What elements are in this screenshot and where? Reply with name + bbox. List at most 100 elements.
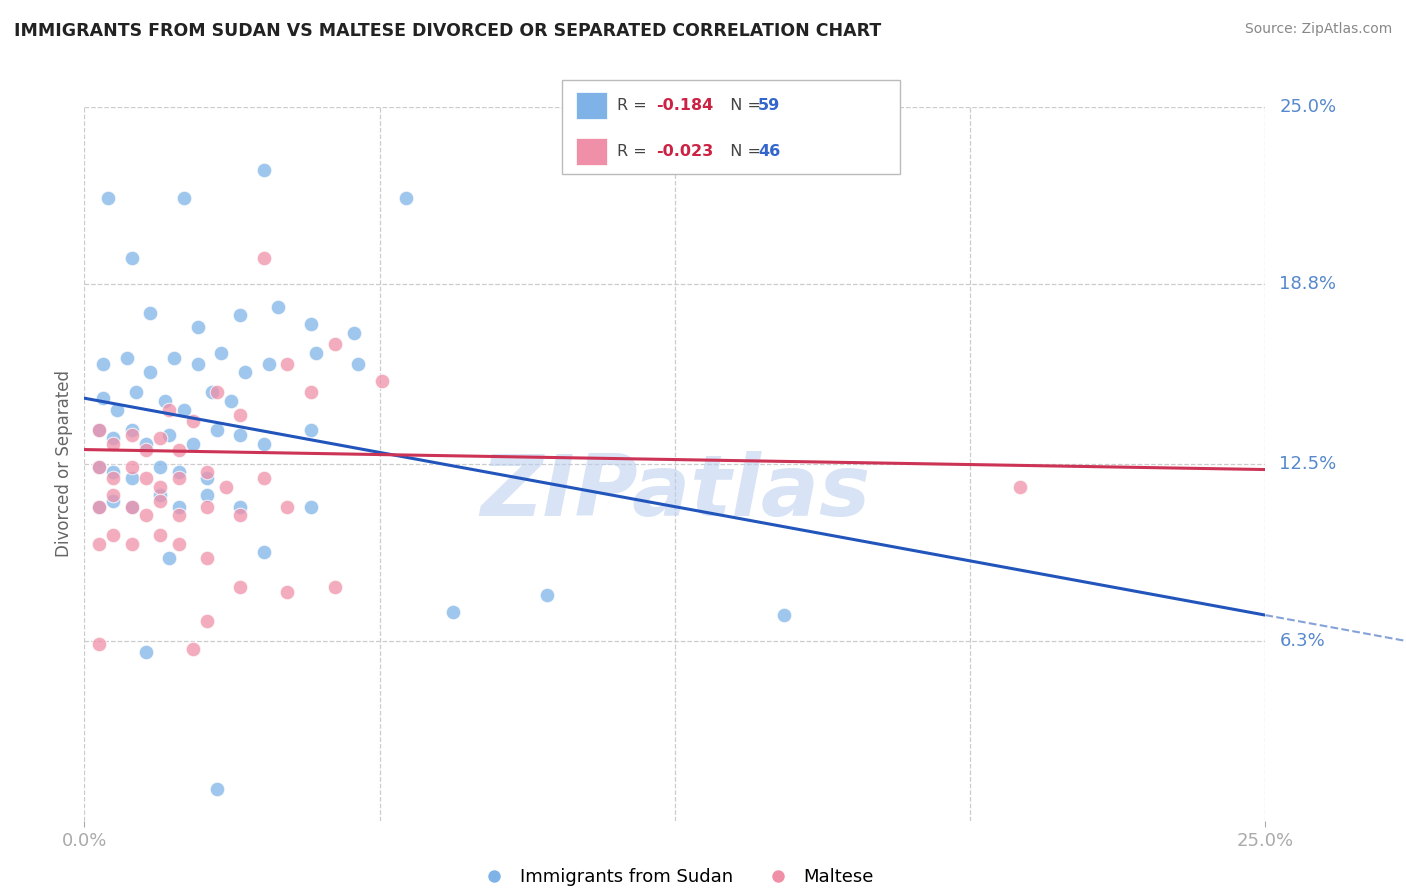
Point <box>229 508 252 523</box>
Point <box>195 471 218 485</box>
Point <box>276 357 298 371</box>
Point <box>205 782 228 797</box>
Point <box>135 442 157 457</box>
Point <box>139 366 162 380</box>
Point <box>253 162 276 177</box>
Point <box>299 423 322 437</box>
Point <box>87 537 110 551</box>
Point <box>195 488 218 502</box>
Point <box>536 588 558 602</box>
Point <box>125 385 148 400</box>
Point <box>394 191 416 205</box>
Point <box>167 508 190 523</box>
Point <box>87 637 110 651</box>
Point <box>299 385 322 400</box>
Point <box>772 608 794 623</box>
Text: 6.3%: 6.3% <box>1279 632 1326 649</box>
Point <box>101 488 124 502</box>
Point <box>195 614 218 628</box>
Point <box>201 385 224 400</box>
Point <box>343 326 366 340</box>
Point <box>229 309 252 323</box>
Text: 18.8%: 18.8% <box>1279 275 1337 293</box>
Point <box>195 551 218 566</box>
Point <box>195 500 218 514</box>
Point <box>253 437 276 451</box>
Point <box>121 471 143 485</box>
Point <box>87 500 110 514</box>
Point <box>1008 480 1031 494</box>
Point <box>87 423 110 437</box>
Point <box>167 471 190 485</box>
Point <box>181 414 204 428</box>
Point <box>87 500 110 514</box>
Point <box>87 423 110 437</box>
Point <box>167 442 190 457</box>
Point <box>323 580 346 594</box>
Point <box>205 385 228 400</box>
Point <box>209 345 232 359</box>
Point <box>101 528 124 542</box>
Point <box>121 428 143 442</box>
Text: R =: R = <box>617 98 652 112</box>
Point <box>371 374 394 388</box>
Point <box>257 357 280 371</box>
Point <box>323 337 346 351</box>
Point <box>187 357 209 371</box>
Point <box>135 471 157 485</box>
Point <box>157 402 180 417</box>
Point <box>149 488 172 502</box>
Point <box>167 537 190 551</box>
Point <box>276 585 298 599</box>
Point <box>299 500 322 514</box>
Point <box>305 345 328 359</box>
Point <box>87 459 110 474</box>
Point <box>233 366 256 380</box>
Text: -0.023: -0.023 <box>657 145 714 159</box>
Text: ZIPatlas: ZIPatlas <box>479 450 870 534</box>
Point <box>267 300 290 314</box>
Point <box>101 437 124 451</box>
Point <box>115 351 138 366</box>
Point <box>157 428 180 442</box>
Point <box>163 351 186 366</box>
Point <box>181 642 204 657</box>
Text: 46: 46 <box>758 145 780 159</box>
Point <box>229 428 252 442</box>
Point <box>173 402 195 417</box>
Text: Source: ZipAtlas.com: Source: ZipAtlas.com <box>1244 22 1392 37</box>
Point <box>253 545 276 559</box>
Point <box>253 252 276 266</box>
Point <box>167 466 190 480</box>
Point <box>135 437 157 451</box>
Point <box>101 431 124 445</box>
Text: IMMIGRANTS FROM SUDAN VS MALTESE DIVORCED OR SEPARATED CORRELATION CHART: IMMIGRANTS FROM SUDAN VS MALTESE DIVORCE… <box>14 22 882 40</box>
Point <box>173 191 195 205</box>
Text: 59: 59 <box>758 98 780 112</box>
Point <box>149 480 172 494</box>
Point <box>347 357 370 371</box>
Point <box>167 500 190 514</box>
Point <box>121 423 143 437</box>
Point <box>107 402 129 417</box>
Point <box>139 305 162 319</box>
Point <box>135 645 157 659</box>
Point <box>101 494 124 508</box>
Text: R =: R = <box>617 145 652 159</box>
Point <box>229 500 252 514</box>
Point <box>135 508 157 523</box>
Point <box>205 423 228 437</box>
Point <box>149 431 172 445</box>
Text: N =: N = <box>720 98 766 112</box>
Point <box>149 459 172 474</box>
Point <box>121 252 143 266</box>
Legend: Immigrants from Sudan, Maltese: Immigrants from Sudan, Maltese <box>470 862 880 892</box>
Point <box>149 528 172 542</box>
Point <box>121 537 143 551</box>
Point <box>157 551 180 566</box>
Point <box>87 459 110 474</box>
Point <box>121 500 143 514</box>
Point <box>187 319 209 334</box>
Point <box>276 500 298 514</box>
Point <box>97 191 120 205</box>
